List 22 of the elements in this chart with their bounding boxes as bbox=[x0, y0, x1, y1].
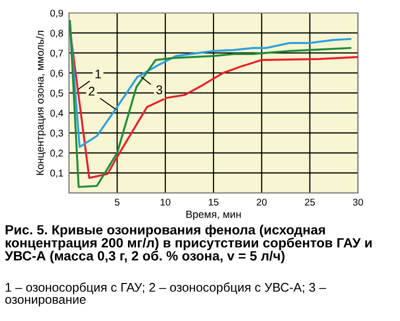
annotation: 1 bbox=[96, 70, 101, 78]
x-tick-label: 25 bbox=[304, 198, 315, 206]
y-tick-label: 0,8 bbox=[50, 30, 64, 38]
y-tick-label: 0,5 bbox=[50, 90, 64, 98]
y-tick-label: 0,1 bbox=[50, 170, 63, 178]
y-tick-label: 0,6 bbox=[50, 70, 64, 78]
x-tick-label: 5 bbox=[114, 198, 120, 206]
x-tick-label: 30 bbox=[352, 198, 364, 206]
text: Рис. 5. Кривые озонирования фенола (исходная концентрация 200 мг/л) в присутствии сорбентов ГАУ и УВС-А (масса 0,3 г, 2 об. % озона, v = 5 л/ч) bbox=[4, 224, 372, 264]
y-tick-label: 0,7 bbox=[50, 50, 63, 58]
x-tick-label: 10 bbox=[160, 198, 170, 206]
y-tick-label: 0,2 bbox=[50, 150, 63, 158]
y-tick-label: 0,4 bbox=[50, 110, 64, 118]
annotation: 2 bbox=[88, 86, 94, 96]
x-axis-title: Время, мин bbox=[186, 210, 241, 220]
x-tick-label: 15 bbox=[208, 198, 218, 206]
x-tick-label: 20 bbox=[256, 198, 267, 206]
y-tick-label: 0,3 bbox=[50, 130, 64, 138]
y-axis-title: Концентрация озона, ммоль/л bbox=[36, 30, 46, 175]
annotation: 3 bbox=[156, 85, 162, 94]
text: 1 – озоносорбция с ГАУ; 2 – озоносорбция с УВС-А; 3 – озонирование bbox=[5, 282, 326, 306]
y-tick-label: 0,9 bbox=[50, 10, 63, 18]
